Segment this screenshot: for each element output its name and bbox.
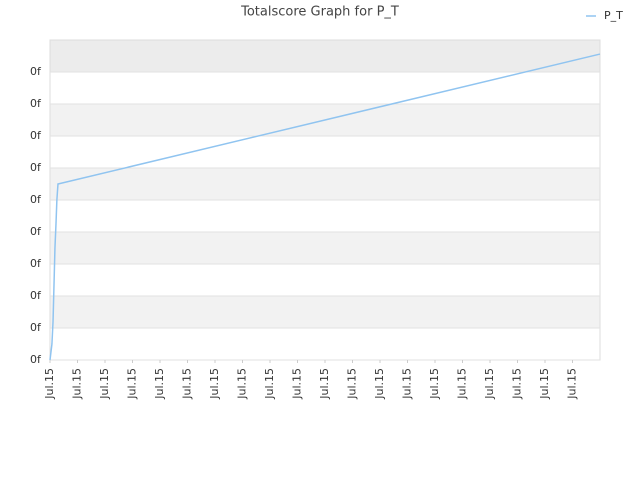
x-tick-label: Jul.15 [43,368,56,400]
grid-band [50,168,600,200]
y-tick-label: 0f [30,257,42,270]
x-tick-label: Jul.15 [428,368,441,400]
y-tick-label: 0f [30,193,42,206]
grid-band [50,232,600,264]
x-tick-label: Jul.15 [181,368,194,400]
x-tick-label: Jul.15 [153,368,166,400]
x-tick-label: Jul.15 [98,368,111,400]
x-tick-label: Jul.15 [346,368,359,400]
grid-band [50,40,600,72]
x-tick-label: Jul.15 [126,368,139,400]
y-tick-label: 0f [30,289,42,302]
y-tick-label: 0f [30,321,42,334]
x-tick-label: Jul.15 [511,368,524,400]
legend-label: P_T [604,9,623,22]
y-tick-label: 0f [30,161,42,174]
x-tick-label: Jul.15 [373,368,386,400]
x-tick-label: Jul.15 [208,368,221,400]
x-tick-label: Jul.15 [456,368,469,400]
x-tick-label: Jul.15 [401,368,414,400]
y-tick-label: 0f [30,129,42,142]
x-tick-label: Jul.15 [483,368,496,400]
x-tick-label: Jul.15 [263,368,276,400]
x-tick-label: Jul.15 [318,368,331,400]
y-tick-label: 0f [30,97,42,110]
x-tick-label: Jul.15 [538,368,551,400]
y-tick-label: 0f [30,353,42,366]
x-tick-label: Jul.15 [236,368,249,400]
x-tick-label: Jul.15 [291,368,304,400]
x-tick-label: Jul.15 [566,368,579,400]
x-tick-label: Jul.15 [71,368,84,400]
grid-band [50,296,600,328]
chart-title: Totalscore Graph for P_T [240,5,399,20]
y-tick-label: 0f [30,225,42,238]
data-line [49,53,601,361]
y-tick-label: 0f [30,65,42,78]
